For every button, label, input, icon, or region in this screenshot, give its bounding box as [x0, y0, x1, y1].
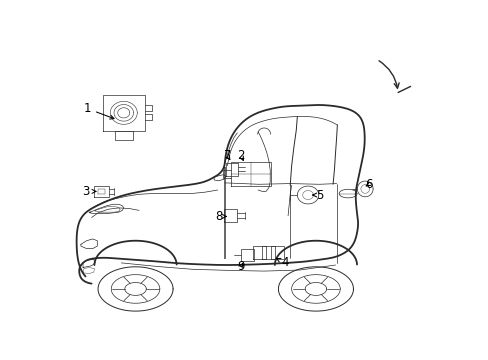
Text: 6: 6: [365, 178, 372, 191]
Text: 9: 9: [237, 260, 244, 273]
Text: 7: 7: [223, 149, 231, 162]
Text: 5: 5: [312, 189, 323, 202]
Text: 8: 8: [215, 210, 226, 223]
Text: 2: 2: [237, 149, 244, 162]
Text: 4: 4: [276, 256, 289, 269]
Text: 3: 3: [81, 185, 96, 198]
Text: 1: 1: [83, 102, 114, 119]
